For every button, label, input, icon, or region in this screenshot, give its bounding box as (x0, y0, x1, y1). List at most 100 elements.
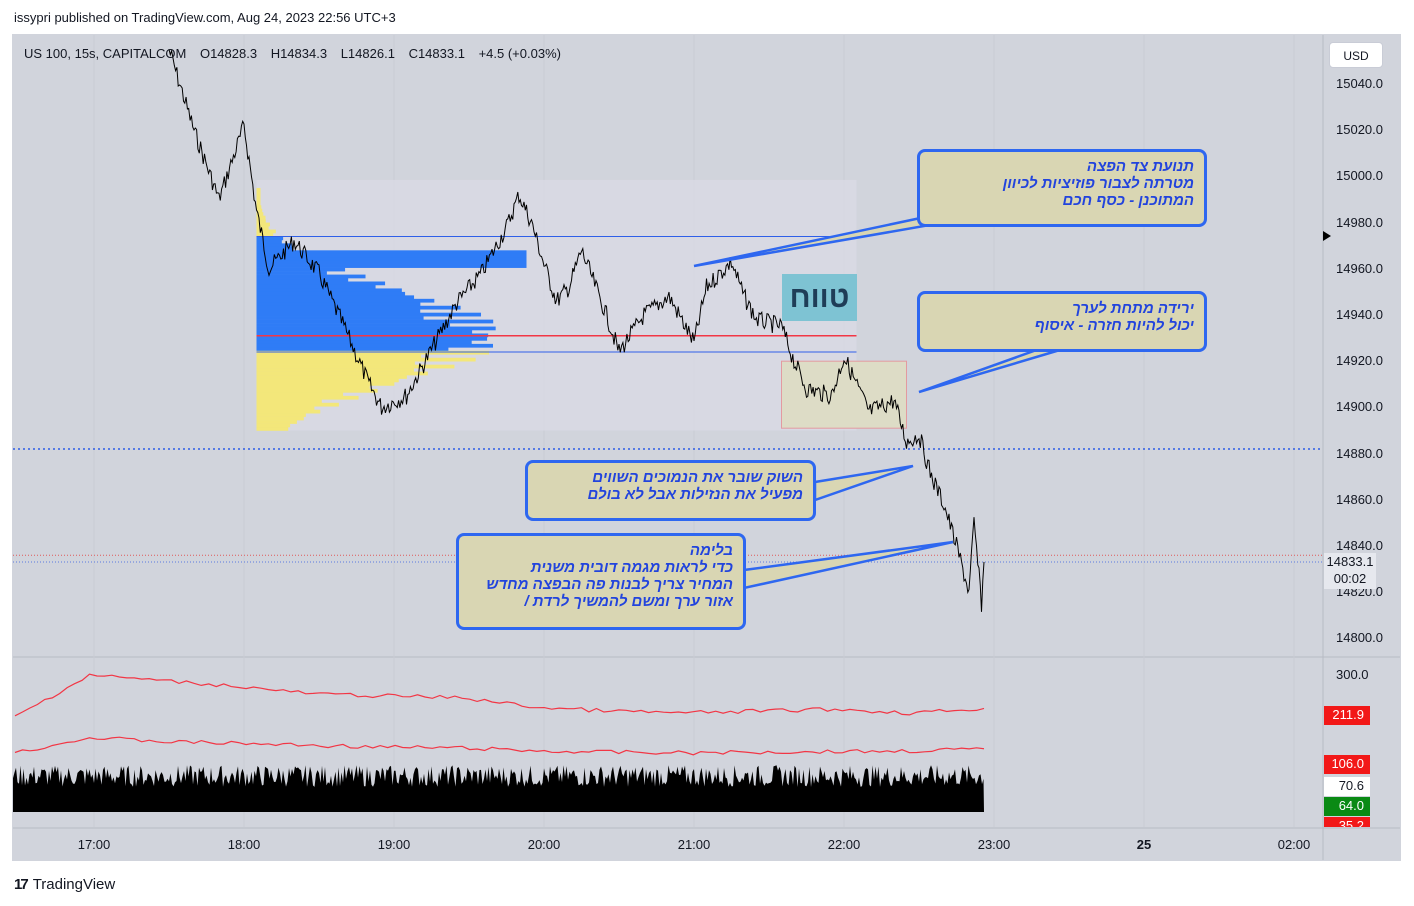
tradingview-logo[interactable]: 17 TradingView (14, 876, 115, 893)
indicator-value-tag: 211.9 (1324, 706, 1370, 725)
time-tick: 19:00 (377, 837, 411, 852)
volume-profile-bar (256, 423, 291, 428)
price-tick: 15020.0 (1336, 122, 1383, 138)
volume-profile-bar (256, 416, 304, 421)
volume-profile-bar (256, 250, 527, 255)
indicator-scale-tick: 300.0 (1336, 667, 1369, 682)
volume-profile-bar (256, 350, 490, 355)
volume-profile-bar (256, 267, 346, 272)
price-tick: 14800.0 (1336, 630, 1383, 646)
callout-below-value[interactable]: ירידה מתחת לערך יכול להיות חזרה - איסוף (917, 291, 1207, 352)
volume-profile-bar (256, 364, 455, 369)
symbol-legend: US 100, 15s, CAPITALCOM O14828.3 H14834.… (24, 46, 571, 61)
callout-line: יכול להיות חזרה - איסוף (1034, 317, 1194, 334)
volume-profile-bar (256, 260, 527, 265)
volume-profile-bar (256, 402, 339, 407)
callout-distribution[interactable]: תנועת צד הפצה מטרתה לצבור פוזיציות לכיוון… (917, 149, 1207, 227)
volume-profile-bar (256, 201, 261, 206)
volume-profile-bar (256, 239, 282, 244)
callout-line: תנועת צד הפצה (1086, 158, 1194, 175)
volume-profile-bar (256, 281, 386, 286)
volume-profile-bar (256, 302, 421, 307)
price-tick: 14920.0 (1336, 353, 1383, 369)
time-axis-bg (13, 827, 1323, 860)
callout-breaks-lows[interactable]: השוק שובר את הנמוכים השווים מפעיל את הנזי… (525, 460, 816, 521)
volume-profile-bar (256, 236, 284, 241)
price-tick: 14940.0 (1336, 307, 1383, 322)
volume-profile-bar (256, 413, 306, 417)
volume-profile-bar (256, 305, 461, 310)
volume-profile-bar (256, 409, 321, 414)
low-value: L14826.1 (340, 46, 395, 61)
callout-line: אזור ערך ומשם להמשיך לרדת / (524, 593, 733, 610)
time-tick: 21:00 (677, 837, 711, 852)
volume-profile-bar (256, 323, 451, 327)
time-tick: 18:00 (227, 837, 261, 852)
volume-profile-bar (256, 246, 294, 251)
volume-profile-bar (256, 274, 366, 279)
time-tick: 20:00 (527, 837, 561, 852)
volume-profile-bar (256, 399, 322, 404)
indicator-value-tag: 70.6 (1324, 777, 1370, 796)
volume-profile-bar (256, 215, 266, 220)
indicator-line-lower (14, 736, 985, 756)
price-scale-marker (1323, 231, 1331, 241)
volume-profile-bar (256, 295, 415, 300)
volume-profile-bar (256, 312, 482, 317)
tradingview-logo-text: TradingView (32, 876, 116, 893)
callout-line: בלימה (689, 542, 733, 559)
close-value: C14833.1 (408, 46, 465, 61)
volume-profile-bar (256, 205, 262, 210)
time-tick: 17:00 (77, 837, 111, 852)
indicator-value-tag: 35.2 (1324, 817, 1370, 827)
change-value: +4.5 (+0.03%) (478, 46, 561, 61)
publisher-header: issypri published on TradingView.com, Au… (14, 10, 396, 25)
volume-profile-bar (256, 191, 261, 196)
callout-braking[interactable]: בלימה כדי לראות מגמה דובית משנית המחיר צרי… (456, 533, 746, 630)
volume-profile-bar (256, 198, 261, 203)
high-value: H14834.3 (270, 46, 328, 61)
callout-line: השוק שובר את הנמוכים השווים (592, 469, 803, 486)
volume-profile-bar (256, 208, 263, 213)
last-price-value: 14833.1 (1326, 554, 1374, 569)
volume-profile-bar (256, 406, 315, 411)
volume-profile-bar (256, 381, 395, 386)
volume-profile-bar (256, 340, 472, 345)
volume-profile-bar (256, 212, 264, 216)
time-tick: 22:00 (827, 837, 861, 852)
price-line (168, 48, 985, 612)
volume-profile-bar (256, 375, 407, 379)
price-tick: 15000.0 (1336, 168, 1383, 184)
indicator-value-tag: 106.0 (1324, 755, 1370, 774)
volume-profile-bar (256, 309, 421, 313)
volume-profile-bar (256, 326, 496, 331)
volume-profile-bar (256, 427, 289, 431)
open-value: O14828.3 (199, 46, 258, 61)
volume-profile-bar (256, 420, 297, 424)
volume-profile-bar (256, 368, 414, 372)
volume-profile-bar (256, 357, 476, 362)
volume-profile-bar (256, 284, 376, 289)
volume-profile-bar (256, 222, 270, 227)
callout-line: מפעיל את הנזילות אבל לא בולם (587, 486, 804, 503)
callout-line: כדי לראות מגמה דובית משנית (530, 559, 733, 576)
callout-line: המחיר צריך לבנות פה הבפצה מחדש (486, 576, 733, 593)
tradingview-logo-icon: 17 (14, 876, 29, 893)
volume-profile-bar (256, 395, 359, 400)
volume-profile-bar (256, 271, 327, 275)
price-tick: 14860.0 (1336, 491, 1383, 507)
indicator-line-upper (14, 673, 985, 717)
volume-profile-bar (256, 336, 488, 341)
volume-profile-bar (256, 354, 422, 359)
currency-button[interactable]: USD (1329, 42, 1383, 68)
symbol-name[interactable]: US 100, 15s, CAPITALCOM (24, 46, 187, 61)
volume-profile-bar (256, 187, 261, 192)
range-box (781, 360, 907, 429)
volume-profile-bar (256, 219, 266, 223)
volume-profile-bar (256, 343, 494, 348)
volume-profile-bar (256, 388, 378, 393)
volume-profile-bar (256, 243, 292, 248)
volume-profile-bar (256, 194, 261, 199)
indicator-value-tag: 64.0 (1324, 797, 1370, 816)
